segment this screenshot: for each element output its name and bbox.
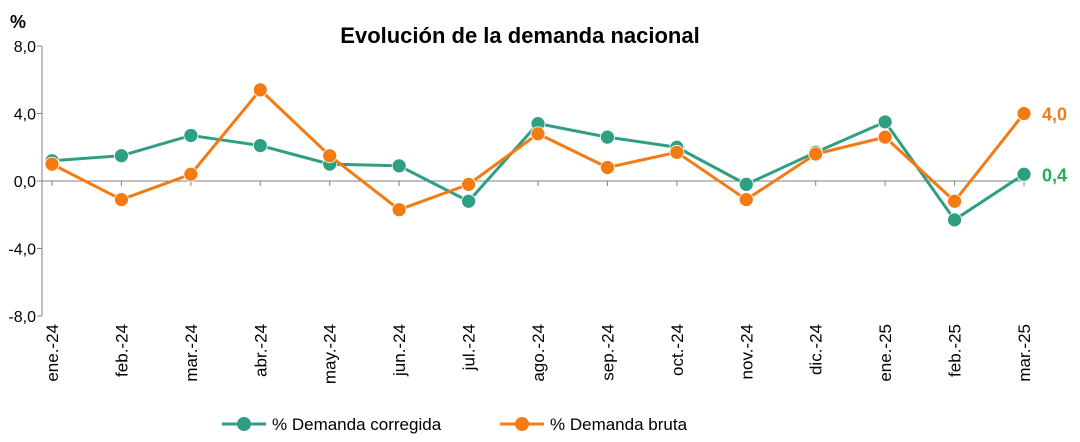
legend-label: % Demanda bruta — [550, 415, 688, 434]
chart-title: Evolución de la demanda nacional — [340, 23, 699, 48]
data-point — [877, 114, 893, 130]
x-tick-label: ene.-25 — [876, 324, 895, 382]
x-tick-label: oct.-24 — [668, 324, 687, 376]
axes — [41, 46, 1024, 316]
legend-label: % Demanda corregida — [272, 415, 442, 434]
series-line — [51, 88, 1026, 212]
data-point — [600, 160, 615, 175]
x-tick-label: dic.-24 — [807, 324, 826, 375]
end-labels: 0,4 4,0 — [1042, 105, 1067, 186]
y-tick-label: 8,0 — [14, 39, 36, 56]
data-point — [669, 144, 685, 160]
data-point — [461, 176, 476, 192]
data-point — [391, 158, 407, 174]
data-point — [738, 192, 754, 207]
data-point — [1016, 106, 1032, 121]
y-tick-label: 4,0 — [14, 107, 36, 124]
series-demanda-bruta — [44, 82, 1032, 218]
legend-marker — [237, 417, 251, 431]
data-point — [808, 146, 824, 162]
x-tick-label: sep.-24 — [598, 324, 617, 381]
x-tick-label: ago.-24 — [529, 324, 548, 382]
data-point — [391, 202, 407, 218]
data-point — [322, 148, 338, 164]
x-axis: ene.-24 feb.-24 mar.-24 abr.-24 may.-24 jun.-… — [43, 181, 1034, 384]
x-tick-label: mar.-25 — [1015, 324, 1034, 382]
data-point — [530, 126, 546, 142]
data-point — [114, 192, 129, 207]
x-tick-label: feb.-25 — [946, 324, 965, 377]
data-point — [252, 82, 268, 98]
data-point — [947, 193, 962, 209]
x-tick-label: jul.-24 — [460, 324, 479, 371]
x-tick-label: mar.-24 — [182, 324, 201, 382]
y-tick-label: 0,0 — [14, 174, 36, 191]
data-point — [600, 129, 615, 145]
legend-item: % Demanda bruta — [500, 415, 688, 434]
data-point — [877, 129, 893, 145]
data-point — [947, 212, 962, 228]
data-point — [44, 156, 60, 172]
legend: % Demanda corregida % Demanda bruta — [222, 415, 688, 434]
x-tick-label: abr.-24 — [251, 324, 270, 377]
series-group — [44, 82, 1032, 228]
data-point — [183, 128, 199, 143]
end-value-label: 4,0 — [1042, 105, 1067, 125]
legend-marker — [515, 417, 529, 431]
data-point — [738, 176, 754, 192]
legend-item: % Demanda corregida — [222, 415, 442, 434]
x-tick-label: ene.-24 — [43, 324, 62, 382]
x-tick-label: may.-24 — [321, 324, 340, 384]
x-tick-label: nov.-24 — [737, 324, 756, 379]
y-tick-label: -8,0 — [8, 309, 36, 326]
data-point — [1016, 166, 1032, 182]
data-point — [183, 166, 199, 182]
data-point — [114, 148, 129, 164]
y-tick-label: -4,0 — [8, 242, 36, 259]
end-value-label: 0,4 — [1042, 165, 1067, 185]
y-axis: 8,0 4,0 0,0 -4,0 -8,0 — [8, 39, 42, 326]
y-axis-label: % — [10, 12, 26, 32]
data-point — [461, 193, 476, 209]
x-tick-label: jun.-24 — [390, 324, 409, 377]
data-point — [252, 138, 268, 153]
x-tick-label: feb.-24 — [112, 324, 131, 377]
